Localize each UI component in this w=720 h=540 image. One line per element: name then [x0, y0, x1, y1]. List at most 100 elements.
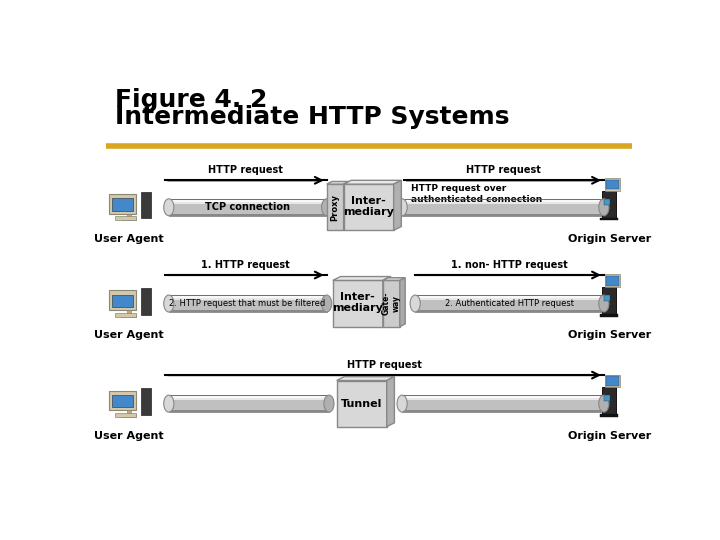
Ellipse shape [599, 199, 609, 215]
Bar [115, 217, 135, 220]
Ellipse shape [163, 199, 174, 215]
Text: Intermediate HTTP Systems: Intermediate HTTP Systems [115, 105, 510, 129]
Bar [127, 410, 131, 414]
Text: 2. HTTP request that must be filtered: 2. HTTP request that must be filtered [169, 299, 325, 308]
Ellipse shape [322, 295, 332, 312]
Bar [121, 414, 136, 417]
Text: HTTP request over
authenticated connection: HTTP request over authenticated connecti… [411, 184, 543, 204]
Bar [327, 184, 343, 231]
Bar [121, 218, 136, 220]
Text: Tunnel: Tunnel [341, 399, 382, 409]
Bar [402, 199, 604, 215]
Bar [112, 198, 133, 211]
Bar [415, 296, 604, 300]
Ellipse shape [599, 295, 609, 312]
Bar [604, 199, 610, 205]
Text: HTTP request: HTTP request [208, 165, 283, 175]
Ellipse shape [397, 199, 408, 215]
Text: Gate-
way: Gate- way [382, 292, 401, 315]
Text: HTTP request: HTTP request [467, 165, 541, 175]
Polygon shape [387, 377, 395, 427]
Bar [600, 314, 618, 317]
Bar [333, 280, 383, 327]
Text: HTTP request: HTTP request [347, 360, 422, 370]
Ellipse shape [397, 395, 408, 412]
Polygon shape [383, 278, 405, 280]
Bar [112, 294, 133, 307]
Bar [109, 291, 135, 310]
Text: 2. Authenticated HTTP request: 2. Authenticated HTTP request [445, 299, 574, 308]
Bar [168, 200, 327, 204]
Bar [402, 395, 604, 412]
Bar [600, 414, 618, 417]
Bar [603, 287, 616, 315]
Bar [168, 200, 327, 202]
Text: Origin Server: Origin Server [567, 234, 651, 244]
Bar [343, 184, 394, 231]
Bar [402, 201, 604, 214]
Text: Inter-: Inter- [351, 196, 386, 206]
Text: 1. non- HTTP request: 1. non- HTTP request [451, 260, 568, 269]
Bar [402, 395, 604, 412]
Bar [402, 397, 604, 410]
Bar [109, 390, 135, 410]
Ellipse shape [324, 395, 334, 412]
Bar [402, 200, 604, 202]
Ellipse shape [163, 295, 174, 312]
Bar [115, 413, 135, 417]
Bar [402, 200, 604, 204]
Bar [383, 280, 400, 327]
Polygon shape [333, 276, 390, 280]
Bar [606, 276, 619, 286]
Ellipse shape [322, 199, 332, 215]
Bar [604, 295, 610, 301]
Text: User Agent: User Agent [94, 234, 163, 244]
Bar [603, 191, 616, 218]
Bar [168, 199, 327, 215]
Bar [415, 295, 604, 312]
Bar [168, 201, 327, 214]
Text: User Agent: User Agent [94, 430, 163, 441]
Bar [606, 180, 619, 190]
Ellipse shape [599, 395, 609, 412]
Bar [141, 388, 151, 415]
Bar [415, 297, 604, 310]
Polygon shape [327, 181, 349, 184]
Bar [402, 396, 604, 398]
Bar [168, 395, 329, 412]
Bar [168, 395, 329, 412]
Bar [604, 395, 610, 401]
Bar [415, 295, 604, 312]
Bar [168, 296, 327, 300]
Bar [168, 397, 329, 410]
Polygon shape [337, 377, 395, 381]
Text: TCP connection: TCP connection [205, 202, 290, 212]
Bar [109, 194, 135, 213]
Text: Inter-: Inter- [341, 292, 375, 302]
Text: mediary: mediary [333, 303, 383, 313]
Bar [415, 296, 604, 298]
Bar [168, 396, 329, 400]
Text: mediary: mediary [343, 207, 394, 217]
Polygon shape [383, 276, 390, 327]
Bar [168, 199, 327, 215]
Text: Proxy: Proxy [330, 194, 340, 221]
Bar [168, 297, 327, 310]
Polygon shape [400, 278, 405, 327]
Bar [141, 192, 151, 218]
Bar [337, 381, 387, 427]
Bar [115, 313, 135, 317]
Bar [168, 295, 327, 312]
Bar [127, 213, 131, 218]
Bar [168, 396, 329, 398]
Bar [168, 296, 327, 298]
Polygon shape [343, 181, 349, 231]
Text: Origin Server: Origin Server [567, 430, 651, 441]
Bar [605, 375, 621, 387]
Bar [606, 376, 619, 386]
Bar [127, 310, 131, 314]
Bar [168, 295, 327, 312]
Bar [603, 387, 616, 415]
Bar [600, 218, 618, 220]
Bar [112, 395, 133, 407]
